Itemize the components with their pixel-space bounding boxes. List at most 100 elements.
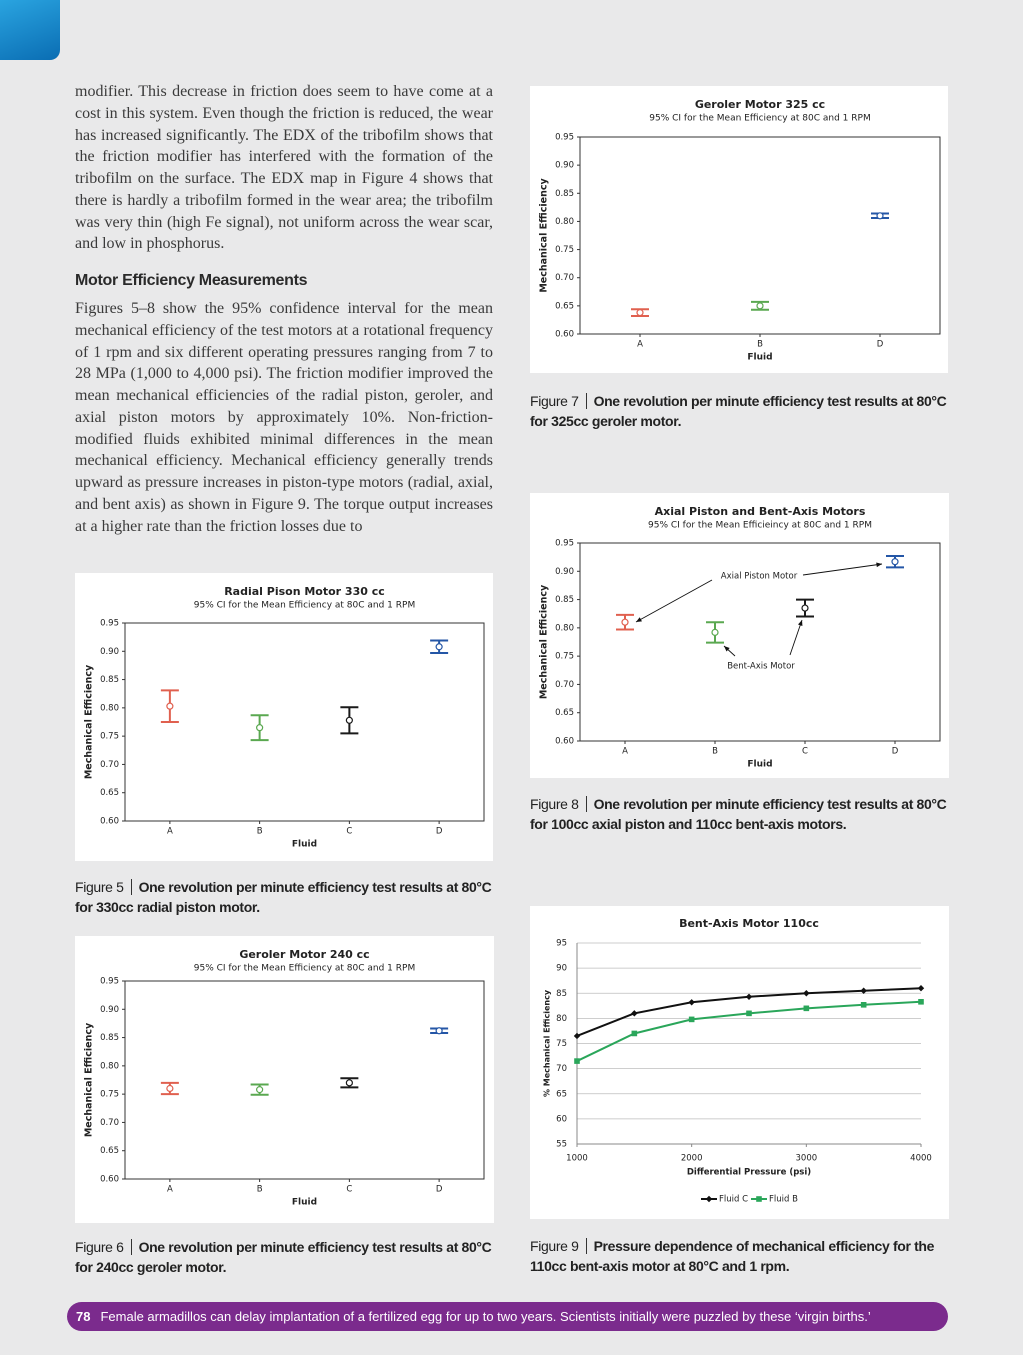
- mean-marker: [891, 558, 899, 566]
- mean-marker: [256, 1086, 264, 1094]
- error-bar: [250, 1083, 269, 1096]
- error-bar: [250, 714, 269, 742]
- figure-caption: Figure 5 One revolution per minute effici…: [75, 877, 494, 917]
- x-tick-label: 1000: [566, 1154, 588, 1164]
- point-marker: [631, 1010, 638, 1017]
- y-tick-label: 70: [556, 1064, 567, 1074]
- y-tick-label: 65: [556, 1089, 567, 1099]
- y-tick-label: 0.95: [555, 133, 574, 143]
- mean-marker: [756, 302, 764, 310]
- chart-subtitle: 95% CI for the Mean Efficiency at 80C an…: [194, 964, 415, 974]
- error-bar: [796, 598, 814, 618]
- y-tick-label: 0.65: [555, 301, 574, 311]
- y-tick-label: 0.85: [100, 675, 119, 685]
- section-tab: [0, 0, 60, 60]
- caption-text: One revolution per minute efficiency tes…: [75, 879, 492, 915]
- y-tick-label: 0.65: [555, 708, 574, 718]
- y-tick-label: 0.85: [555, 595, 574, 605]
- figure-chart: Geroler Motor 325 cc 95% CI for the Mean …: [530, 86, 948, 373]
- figure-label: Figure 6: [75, 1239, 132, 1255]
- chart-title: Axial Piston and Bent-Axis Motors: [655, 505, 866, 518]
- x-tick-label: B: [712, 747, 718, 757]
- point-marker: [803, 990, 810, 997]
- page-number: 78: [76, 1309, 91, 1324]
- x-tick-label: C: [346, 827, 352, 837]
- y-tick-label: 0.65: [100, 788, 119, 798]
- y-tick-label: 75: [556, 1039, 567, 1049]
- y-tick-label: 0.85: [100, 1033, 119, 1043]
- figure-caption: Figure 6 One revolution per minute effici…: [75, 1237, 494, 1277]
- x-tick-label: D: [892, 747, 899, 757]
- x-tick-label: D: [436, 1185, 443, 1195]
- point-marker: [803, 1005, 810, 1012]
- mean-marker: [435, 643, 443, 651]
- x-axis-label: Fluid: [292, 1198, 317, 1208]
- chart-title: Radial Pison Motor 330 cc: [224, 585, 385, 598]
- plot-frame: [124, 980, 485, 1180]
- mean-marker: [636, 309, 644, 317]
- y-tick-label: 0.80: [555, 623, 574, 633]
- error-bar: [616, 613, 634, 631]
- y-tick-label: 0.60: [555, 330, 574, 340]
- x-axis-label: Differential Pressure (psi): [687, 1168, 811, 1178]
- x-axis-label: Fluid: [747, 760, 772, 770]
- error-bar: [160, 1081, 179, 1096]
- mean-marker: [166, 1084, 174, 1093]
- x-axis-label: Fluid: [747, 353, 772, 363]
- y-tick-label: 0.90: [555, 567, 574, 577]
- footer-bar: 78 Female armadillos can delay implantati…: [67, 1302, 948, 1331]
- y-tick-label: 0.60: [100, 817, 119, 827]
- y-axis-label: Mechanical Efficiency: [539, 584, 550, 699]
- x-axis-label: Fluid: [292, 840, 317, 850]
- y-tick-label: 55: [556, 1140, 567, 1150]
- figure-label: Figure 9: [530, 1238, 587, 1254]
- figure-caption: Figure 9 Pressure dependence of mechanica…: [530, 1236, 949, 1276]
- x-tick-label: B: [257, 1185, 263, 1195]
- y-tick-label: 0.65: [100, 1146, 119, 1156]
- figure-chart: Geroler Motor 240 cc 95% CI for the Mean …: [75, 936, 494, 1223]
- arrow-head: [636, 617, 642, 622]
- y-tick-label: 0.95: [555, 539, 574, 549]
- x-tick-label: B: [257, 827, 263, 837]
- plot-frame: [124, 622, 485, 822]
- caption-text: One revolution per minute efficiency tes…: [75, 1239, 492, 1275]
- figure-caption: Figure 8 One revolution per minute effici…: [530, 794, 949, 834]
- mean-marker: [801, 604, 809, 612]
- chart-subtitle: 95% CI for the Mean Efficiency at 80C an…: [194, 601, 415, 611]
- annotation: Axial Piston Motor: [721, 572, 798, 582]
- section-heading: Motor Efficiency Measurements: [75, 272, 308, 289]
- x-tick-label: 4000: [910, 1154, 932, 1164]
- y-tick-label: 0.75: [100, 732, 119, 742]
- caption-text: One revolution per minute efficiency tes…: [530, 796, 947, 832]
- plot-frame: [579, 542, 941, 742]
- x-tick-label: A: [637, 340, 643, 350]
- figure-label: Figure 5: [75, 879, 132, 895]
- arrow-head: [724, 646, 730, 652]
- error-bar: [706, 621, 724, 644]
- y-tick-label: 0.75: [100, 1090, 119, 1100]
- y-tick-label: 0.85: [555, 189, 574, 199]
- point-marker: [688, 1016, 695, 1023]
- x-tick-label: 3000: [796, 1154, 818, 1164]
- annotation-arrow: [789, 619, 803, 656]
- figure-caption: Figure 7 One revolution per minute effici…: [530, 391, 949, 431]
- annotation-arrow: [635, 579, 713, 623]
- error-bar: [340, 1077, 359, 1089]
- x-tick-label: 2000: [681, 1154, 703, 1164]
- point-marker: [631, 1030, 638, 1037]
- mean-marker: [711, 628, 719, 636]
- y-tick-label: 0.60: [100, 1175, 119, 1185]
- mean-marker: [166, 702, 174, 710]
- chart-subtitle: 95% CI for the Mean Efficiency at 80C an…: [649, 114, 870, 124]
- error-bar: [430, 1027, 449, 1035]
- y-tick-label: 0.90: [555, 161, 574, 171]
- mean-marker: [345, 1079, 353, 1087]
- x-tick-label: A: [622, 747, 628, 757]
- x-tick-label: B: [757, 340, 763, 350]
- error-bar: [160, 689, 179, 723]
- footer-fact: Female armadillos can delay implantation…: [100, 1309, 871, 1324]
- point-marker: [573, 1032, 581, 1040]
- x-tick-label: A: [167, 1185, 173, 1195]
- x-tick-label: C: [802, 747, 808, 757]
